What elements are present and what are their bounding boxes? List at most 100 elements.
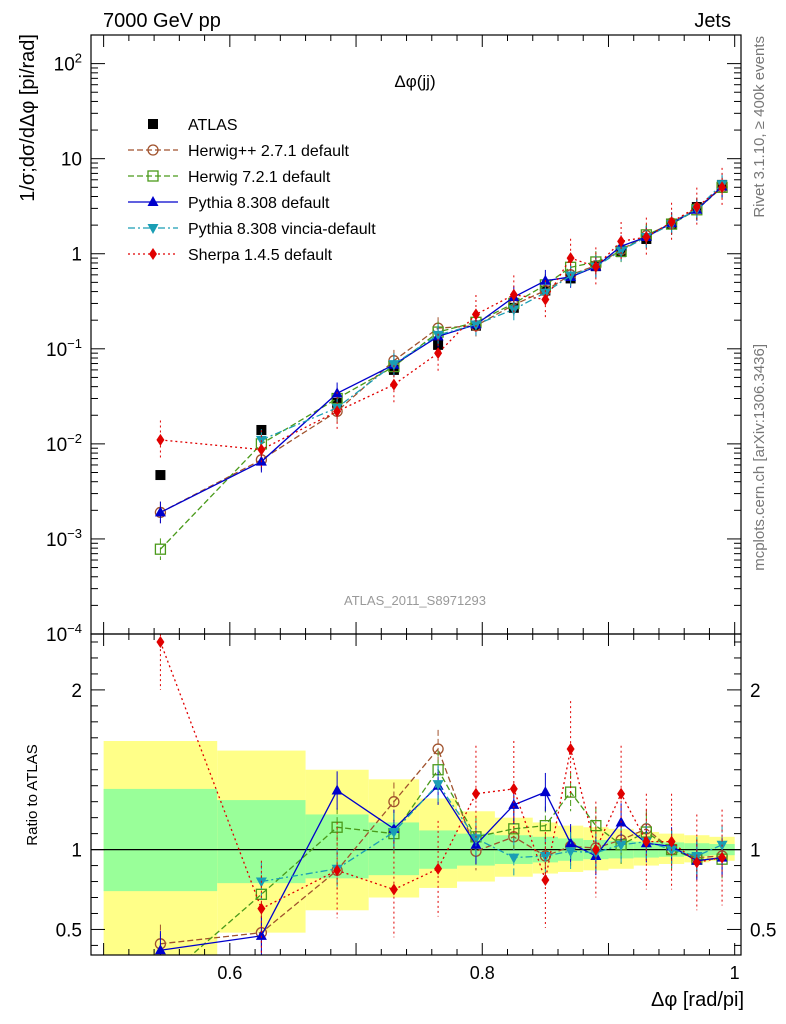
ratio-point-4-0	[156, 635, 165, 648]
y-ratio-tick-label-left-1: 1	[71, 841, 82, 862]
main-point-5-6	[509, 288, 518, 301]
y-main-tick-label-6: 10−4	[46, 621, 82, 646]
legend: ATLAS Herwig++ 2.7.1 default Herwig 7.2.1 …	[128, 117, 376, 264]
y-main-tick-label-2: 1	[71, 245, 82, 266]
data-series	[154, 167, 728, 987]
main-point-5-13	[692, 201, 701, 214]
legend-marker-4	[147, 224, 159, 234]
y-main-tick-label-3: 10−1	[46, 336, 82, 361]
legend-label-0: ATLAS	[188, 117, 238, 134]
ratio-point-3-7	[565, 847, 577, 858]
band-inner-1	[217, 800, 306, 884]
legend-label-3: Pythia 8.308 default	[188, 195, 330, 212]
main-point-4-2	[388, 360, 400, 371]
y-ratio-tick-label-right-2: 2	[750, 681, 761, 702]
y-main-tick-label-5: 10−3	[46, 526, 82, 551]
ratio-point-2-2	[331, 784, 343, 795]
ratio-point-3-2	[388, 828, 400, 839]
ratio-point-4-5	[471, 787, 480, 800]
ratio-point-3-3	[432, 780, 444, 791]
y-main-tick-label-1: 10	[61, 150, 82, 171]
x-axis-label: Δφ [rad/pi]	[651, 989, 744, 1011]
x-tick-label-2: 1	[730, 963, 740, 983]
ratio-point-0-3	[388, 796, 400, 808]
ratio-point-4-10	[617, 787, 626, 800]
main-point-5-4	[434, 347, 443, 360]
ratio-point-4-4	[434, 862, 443, 875]
legend-label-5: Sherpa 1.4.5 default	[188, 247, 333, 264]
main-y-axis-label: 1/σ;dσ/dΔφ [pi/rad]	[17, 34, 39, 202]
header-right: Jets	[694, 10, 731, 32]
legend-marker-0	[148, 119, 158, 129]
main-point-5-7	[541, 293, 550, 306]
main-point-5-11	[642, 231, 651, 244]
main-point-4-3	[432, 330, 444, 341]
y-ratio-tick-label-right-1: 1	[750, 841, 761, 862]
legend-marker-3	[147, 196, 159, 206]
ratio-point-4-3	[389, 883, 398, 896]
main-point-5-5	[471, 308, 480, 321]
legend-marker-1	[147, 144, 159, 156]
ratio-point-2-6	[508, 798, 520, 809]
ratio-point-3-4	[470, 834, 482, 845]
ratio-point-4-11	[642, 835, 651, 848]
ratio-point-1-0	[155, 977, 165, 987]
uncertainty-bands	[103, 741, 735, 955]
axis-ticks: 0.6 0.8 1 102 10 1 10−1 10−2 10−3 10−4 0.5 0.5 1 1 2 2	[46, 34, 776, 983]
ratio-point-4-14	[718, 851, 727, 864]
main-point-5-10	[617, 235, 626, 248]
ratio-point-3-9	[615, 840, 627, 851]
ratio-point-4-13	[692, 856, 701, 869]
x-tick-label-1: 0.8	[470, 963, 495, 983]
ratio-point-2-1	[255, 929, 267, 940]
main-point-4-7	[565, 271, 577, 282]
main-point-5-1	[257, 443, 266, 456]
y-ratio-tick-label-left-2: 2	[71, 681, 82, 702]
ratio-point-4-7	[541, 873, 550, 886]
main-point-2-0	[154, 543, 167, 555]
ratio-point-4-1	[257, 902, 266, 915]
ratio-point-1-9	[590, 819, 602, 832]
main-series-group	[154, 167, 728, 561]
ratio-series-group	[154, 634, 728, 987]
x-tick-label-0: 0.6	[217, 963, 242, 983]
ratio-line-3	[261, 783, 723, 883]
ratio-point-3-6	[539, 851, 551, 862]
ratio-line-4	[159, 641, 723, 910]
band-inner-0	[103, 788, 218, 892]
ratio-point-4-9	[591, 843, 600, 856]
ratio-plot-frame	[90, 633, 742, 956]
legend-label-1: Herwig++ 2.7.1 default	[188, 143, 350, 160]
main-point-5-9	[591, 260, 600, 273]
main-point-4-9	[615, 246, 627, 257]
main-point-5-14	[718, 181, 727, 194]
y-main-tick-label-0: 102	[54, 51, 82, 76]
ratio-point-1-7	[539, 819, 552, 832]
ratio-point-2-0	[154, 944, 166, 955]
legend-marker-5	[149, 248, 157, 260]
main-point-0-0	[155, 470, 166, 481]
ratio-y-axis-label: Ratio to ATLAS	[24, 744, 41, 845]
legend-label-2: Herwig 7.2.1 default	[188, 169, 331, 186]
y-ratio-tick-label-left-0: 0.5	[56, 920, 82, 941]
main-point-3-7	[539, 274, 551, 285]
main-point-5-2	[333, 405, 342, 418]
main-plot-title: Δφ(jj)	[394, 72, 435, 91]
ratio-point-4-6	[509, 782, 518, 795]
ratio-point-1-2	[331, 821, 343, 833]
y-main-tick-label-4: 10−2	[46, 431, 82, 456]
ratio-point-4-12	[667, 835, 676, 848]
ratio-point-3-5	[508, 853, 520, 864]
main-point-5-0	[156, 433, 165, 446]
main-point-5-3	[389, 378, 398, 391]
ratio-point-4-2	[333, 864, 342, 877]
rivet-version-label: Rivet 3.1.10, ≥ 400k events	[751, 36, 768, 218]
header-left: 7000 GeV pp	[103, 10, 221, 32]
legend-marker-2	[147, 170, 159, 182]
analysis-id: ATLAS_2011_S8971293	[344, 593, 486, 608]
mcplots-label: mcplots.cern.ch [arXiv:1306.3436]	[751, 344, 768, 571]
legend-label-4: Pythia 8.308 vincia-default	[188, 221, 376, 238]
main-line-2	[159, 186, 723, 550]
ratio-point-2-7	[539, 786, 551, 797]
